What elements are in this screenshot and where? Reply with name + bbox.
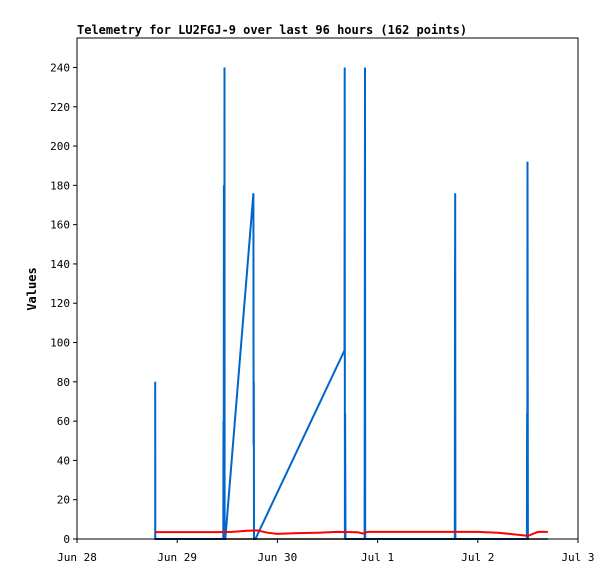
y-tick-label: 140 [50,258,70,271]
y-tick-label: 60 [57,415,70,428]
x-tick-label: Jun 29 [157,551,197,564]
y-tick-label: 120 [50,297,70,310]
y-tick-label: 40 [57,454,70,467]
y-tick-label: 180 [50,179,70,192]
x-tick-label: Jun 28 [57,551,97,564]
y-axis-title: Values [25,267,39,310]
y-tick-label: 240 [50,61,70,74]
y-tick-label: 80 [57,376,70,389]
y-tick-label: 0 [63,533,70,546]
plot-frame [76,37,579,540]
series-line-0 [154,67,529,540]
y-tick-label: 100 [50,337,70,350]
y-axis: 0 20 40 60 80 100 120 140 160 180 200 220 240 [50,61,77,546]
x-tick-label: Jul 3 [561,551,594,564]
x-axis: Jun 28 Jun 29 Jun 30 Jul 1 Jul 2 Jul 3 [57,539,595,564]
chart-title: Telemetry for LU2FGJ-9 over last 96 hour… [77,23,467,37]
y-tick-label: 20 [57,494,70,507]
series-line-1 [155,529,548,537]
y-tick-label: 220 [50,101,70,114]
x-tick-label: Jul 1 [361,551,394,564]
x-tick-label: Jul 2 [461,551,494,564]
y-tick-label: 160 [50,219,70,232]
x-tick-label: Jun 30 [258,551,298,564]
plot-background [77,38,578,539]
y-tick-label: 200 [50,140,70,153]
